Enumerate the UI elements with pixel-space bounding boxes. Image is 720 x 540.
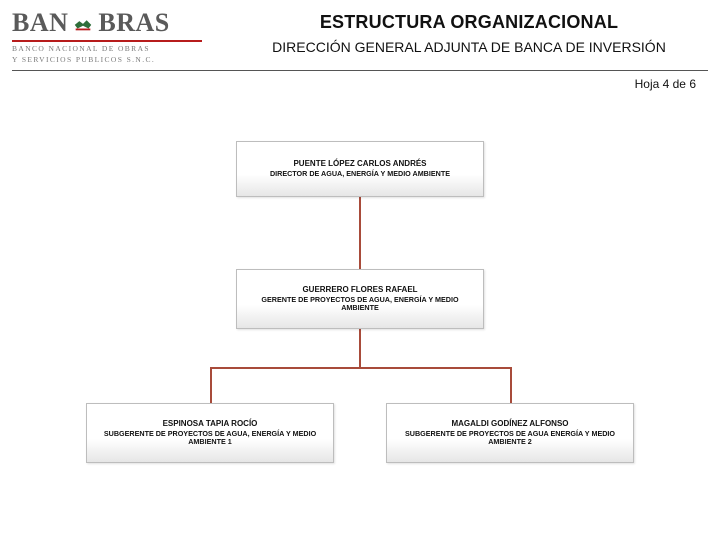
- page-subtitle: DIRECCIÓN GENERAL ADJUNTA DE BANCA DE IN…: [230, 39, 708, 55]
- org-node-role: SUBGERENTE DE PROYECTOS DE AGUA ENERGÍA …: [393, 430, 627, 447]
- org-connector: [210, 367, 510, 369]
- org-node-role: GERENTE DE PROYECTOS DE AGUA, ENERGÍA Y …: [243, 296, 477, 313]
- logo-rule: [12, 40, 202, 42]
- logo-subtitle-2: Y SERVICIOS PUBLICOS S.N.C.: [12, 55, 155, 64]
- org-chart: PUENTE LÓPEZ CARLOS ANDRÉSDIRECTOR DE AG…: [0, 91, 720, 511]
- logo-wordmark: BAN BRAS: [12, 8, 170, 38]
- org-node: ESPINOSA TAPIA ROCÍOSUBGERENTE DE PROYEC…: [86, 403, 334, 463]
- org-connector: [359, 329, 361, 367]
- page-number: Hoja 4 de 6: [0, 71, 720, 91]
- org-node: MAGALDI GODÍNEZ ALFONSOSUBGERENTE DE PRO…: [386, 403, 634, 463]
- org-connector: [510, 367, 512, 403]
- logo-text-right: BRAS: [98, 8, 169, 38]
- org-node-name: MAGALDI GODÍNEZ ALFONSO: [451, 419, 568, 429]
- org-node: GUERRERO FLORES RAFAELGERENTE DE PROYECT…: [236, 269, 484, 329]
- logo-subtitle-1: BANCO NACIONAL DE OBRAS: [12, 44, 150, 53]
- org-node-name: GUERRERO FLORES RAFAEL: [302, 285, 417, 295]
- org-node: PUENTE LÓPEZ CARLOS ANDRÉSDIRECTOR DE AG…: [236, 141, 484, 197]
- org-node-name: PUENTE LÓPEZ CARLOS ANDRÉS: [293, 159, 426, 169]
- logo-text-left: BAN: [12, 8, 68, 38]
- org-node-role: DIRECTOR DE AGUA, ENERGÍA Y MEDIO AMBIEN…: [270, 170, 450, 179]
- header: BAN BRAS BANCO NACIONAL DE OBRAS Y SERVI…: [0, 0, 720, 64]
- org-node-name: ESPINOSA TAPIA ROCÍO: [163, 419, 258, 429]
- org-connector: [359, 197, 361, 269]
- org-connector: [210, 367, 212, 403]
- org-node-role: SUBGERENTE DE PROYECTOS DE AGUA, ENERGÍA…: [93, 430, 327, 447]
- page-title: ESTRUCTURA ORGANIZACIONAL: [230, 12, 708, 33]
- eagle-icon: [72, 12, 94, 34]
- title-block: ESTRUCTURA ORGANIZACIONAL DIRECCIÓN GENE…: [230, 8, 708, 55]
- logo: BAN BRAS BANCO NACIONAL DE OBRAS Y SERVI…: [12, 8, 212, 64]
